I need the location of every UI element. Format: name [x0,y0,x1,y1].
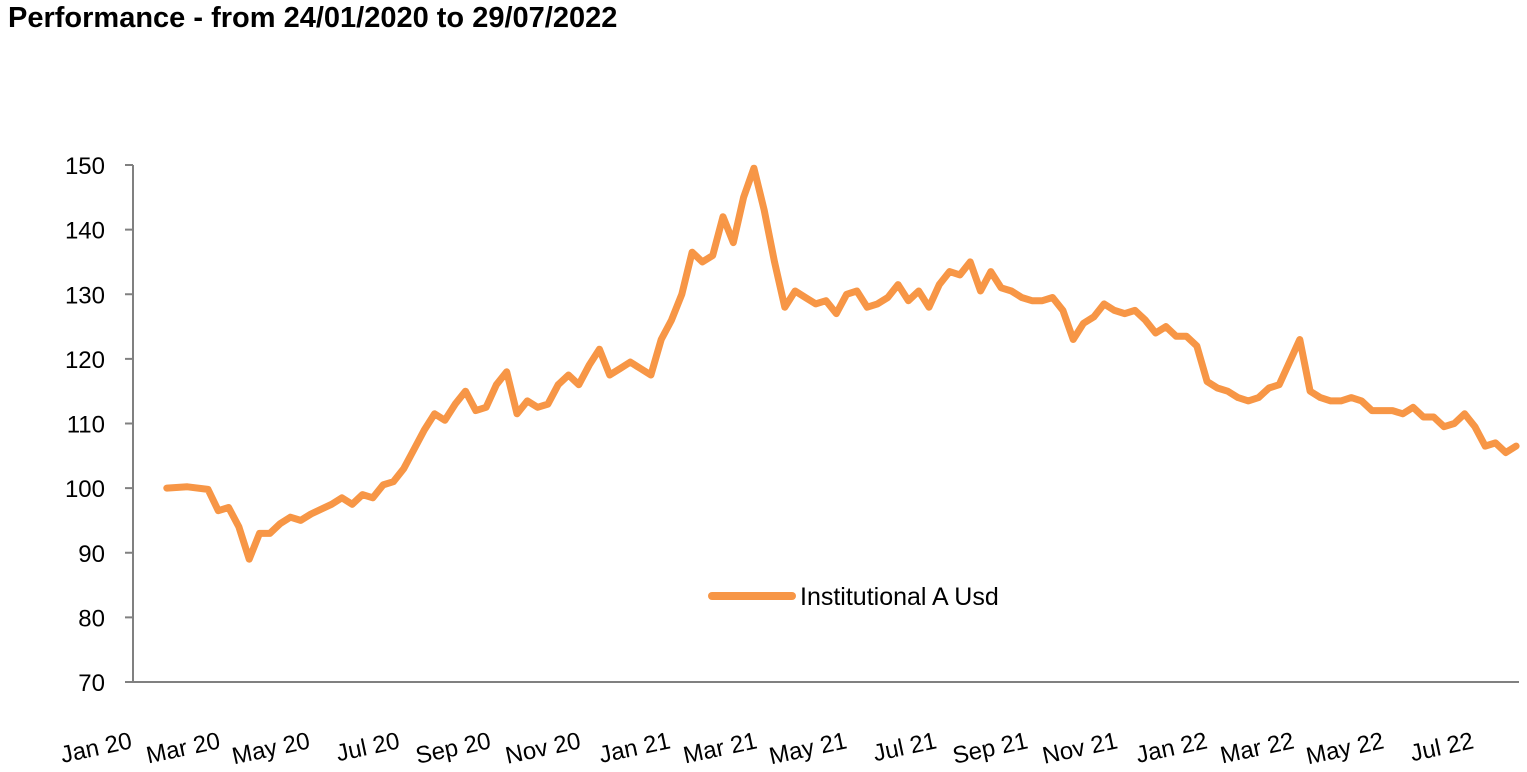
series-line [163,164,1520,563]
x-tick-label: Mar 21 [681,727,760,769]
y-tick-label: 80 [78,605,105,632]
x-tick-label: Jul 20 [334,727,402,767]
x-tick-label: May 20 [230,727,313,770]
x-tick-label: Sep 20 [413,727,493,769]
y-tick-label: 70 [78,670,105,697]
y-tick-label: 100 [65,476,105,503]
y-tick-label: 150 [65,153,105,180]
x-tick-label: Mar 20 [144,727,223,769]
legend: Institutional A Usd [708,583,999,611]
y-tick-label: 110 [67,412,105,439]
x-tick-label: Nov 20 [503,727,583,769]
x-tick-label: Mar 22 [1218,727,1297,769]
y-axis: 70 80 90 100 110 120 130 140 150 [65,153,134,697]
y-tick-label: 120 [65,347,105,374]
x-tick-label: May 22 [1304,727,1387,770]
x-tick-label: Nov 21 [1040,727,1120,769]
x-tick-label: Jan 20 [58,727,134,768]
x-tick-label: Jul 22 [1408,727,1476,767]
x-tick-label: May 21 [767,727,850,770]
y-tick-label: 130 [65,282,105,309]
x-tick-label: Jan 21 [597,727,673,768]
chart-title: Performance - from 24/01/2020 to 29/07/2… [8,2,618,34]
x-tick-label: Sep 21 [950,727,1030,769]
y-tick-label: 140 [65,218,105,245]
series-layer [163,164,1520,563]
x-tick-label: Jul 21 [871,727,939,767]
y-tick-label: 90 [78,541,105,568]
x-axis: Jan 20 Mar 20 May 20 Jul 20 Sep 20 Nov 20 Jan … [58,681,1519,770]
x-tick-label: Jan 22 [1134,727,1210,768]
legend-label: Institutional A Usd [800,583,999,611]
